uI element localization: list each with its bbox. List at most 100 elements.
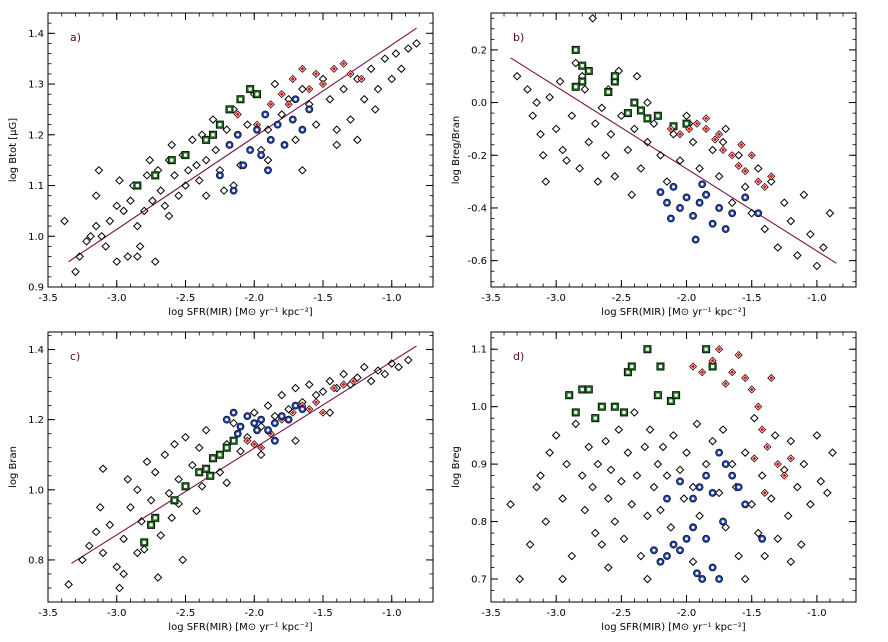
data-point-black bbox=[617, 111, 626, 121]
data-point-blue-inner bbox=[241, 163, 245, 167]
data-point-red-inner bbox=[699, 369, 706, 376]
plot-area bbox=[510, 13, 837, 271]
data-point-black bbox=[170, 439, 179, 449]
x-tick-label: -2.0 bbox=[677, 293, 697, 304]
data-point-black bbox=[623, 448, 633, 457]
data-point-black bbox=[812, 261, 822, 271]
x-tick-label: -1.0 bbox=[807, 293, 827, 304]
data-point-black bbox=[823, 488, 832, 498]
data-point-green-inner bbox=[587, 387, 591, 392]
data-point-red-inner bbox=[738, 141, 745, 148]
y-axis-label: log Bran bbox=[8, 446, 19, 488]
x-tick-label: -1.0 bbox=[807, 608, 827, 619]
data-point-red bbox=[702, 114, 711, 123]
data-point-blue-inner bbox=[307, 107, 311, 111]
data-point-black bbox=[718, 137, 728, 147]
data-point-black bbox=[525, 540, 535, 549]
data-point-red bbox=[346, 69, 355, 78]
data-point-black bbox=[545, 93, 554, 102]
data-point-black bbox=[397, 64, 406, 74]
data-point-blue-inner bbox=[658, 190, 662, 194]
data-point-black bbox=[277, 110, 287, 119]
data-point-black bbox=[192, 506, 201, 516]
data-point-black bbox=[753, 528, 763, 538]
data-point-green-inner bbox=[574, 48, 578, 52]
data-point-black bbox=[194, 443, 204, 453]
data-point-red-inner bbox=[340, 381, 347, 388]
data-point-red-inner bbox=[668, 126, 674, 132]
y-tick-label: -0.6 bbox=[467, 256, 487, 267]
y-tick-label: 0.0 bbox=[471, 98, 487, 109]
data-point-red-inner bbox=[703, 126, 709, 132]
data-point-black bbox=[679, 494, 689, 503]
data-point-black bbox=[60, 216, 69, 226]
panel-label: d) bbox=[513, 350, 524, 363]
data-point-black bbox=[541, 177, 551, 186]
data-point-blue-inner bbox=[252, 421, 256, 425]
data-point-black bbox=[799, 459, 809, 469]
data-point-black bbox=[115, 583, 124, 593]
data-point-red bbox=[741, 373, 750, 382]
data-point-black bbox=[145, 155, 155, 165]
data-point-black bbox=[606, 465, 616, 475]
data-point-green-inner bbox=[626, 370, 630, 374]
data-point-black bbox=[593, 459, 603, 469]
data-point-black bbox=[91, 191, 101, 200]
data-point-red bbox=[747, 151, 756, 160]
data-point-red bbox=[741, 167, 750, 176]
data-point-red-inner bbox=[720, 147, 726, 153]
data-point-black bbox=[656, 505, 665, 515]
data-point-black bbox=[786, 216, 796, 226]
data-point-red-inner bbox=[768, 375, 775, 381]
data-point-blue-inner bbox=[717, 206, 721, 210]
y-tick-label: 1.0 bbox=[471, 402, 487, 413]
data-point-red-inner bbox=[320, 81, 326, 87]
data-point-green-inner bbox=[626, 111, 630, 115]
data-point-black bbox=[112, 201, 122, 211]
data-point-blue-inner bbox=[269, 138, 273, 142]
data-point-red bbox=[773, 460, 782, 469]
data-point-blue-inner bbox=[704, 474, 708, 478]
data-point-black bbox=[786, 436, 796, 446]
data-point-black bbox=[562, 156, 571, 165]
data-point-red-inner bbox=[768, 173, 775, 180]
data-point-green-inner bbox=[613, 74, 617, 78]
data-point-green-inner bbox=[232, 439, 236, 443]
data-point-black bbox=[188, 135, 197, 145]
data-point-blue-inner bbox=[255, 128, 259, 132]
x-tick-label: -2.0 bbox=[677, 608, 697, 619]
data-point-black bbox=[783, 511, 793, 521]
data-point-black bbox=[126, 503, 135, 512]
data-point-black bbox=[682, 111, 691, 121]
data-point-blue-inner bbox=[658, 560, 662, 564]
y-tick-label: 0.7 bbox=[471, 575, 487, 586]
data-point-red bbox=[288, 408, 297, 417]
data-point-red bbox=[243, 436, 252, 445]
y-tick-label: 0.8 bbox=[471, 517, 487, 528]
data-point-black bbox=[332, 125, 342, 135]
x-tick-label: -2.5 bbox=[612, 608, 632, 619]
data-point-red-inner bbox=[787, 455, 794, 462]
data-point-red bbox=[728, 151, 737, 160]
data-point-black bbox=[256, 422, 266, 431]
data-point-red-inner bbox=[686, 126, 692, 132]
data-point-black bbox=[675, 465, 685, 475]
data-point-blue-inner bbox=[704, 537, 708, 541]
data-point-red bbox=[675, 130, 685, 139]
x-tick-label: -3.5 bbox=[481, 293, 501, 304]
data-point-green-inner bbox=[656, 393, 660, 397]
data-point-black bbox=[577, 471, 587, 480]
data-point-black bbox=[770, 431, 780, 440]
data-point-black bbox=[688, 137, 698, 147]
data-point-blue-inner bbox=[695, 571, 699, 575]
data-point-red bbox=[763, 442, 772, 451]
data-point-red-inner bbox=[748, 152, 755, 159]
data-point-red bbox=[257, 443, 266, 452]
data-point-red-inner bbox=[350, 378, 357, 384]
data-point-red bbox=[737, 140, 746, 149]
data-point-blue-inner bbox=[724, 227, 728, 231]
data-point-black bbox=[819, 243, 828, 252]
data-point-green-inner bbox=[183, 484, 188, 488]
data-point-red bbox=[719, 145, 728, 155]
data-point-blue-inner bbox=[685, 195, 689, 199]
